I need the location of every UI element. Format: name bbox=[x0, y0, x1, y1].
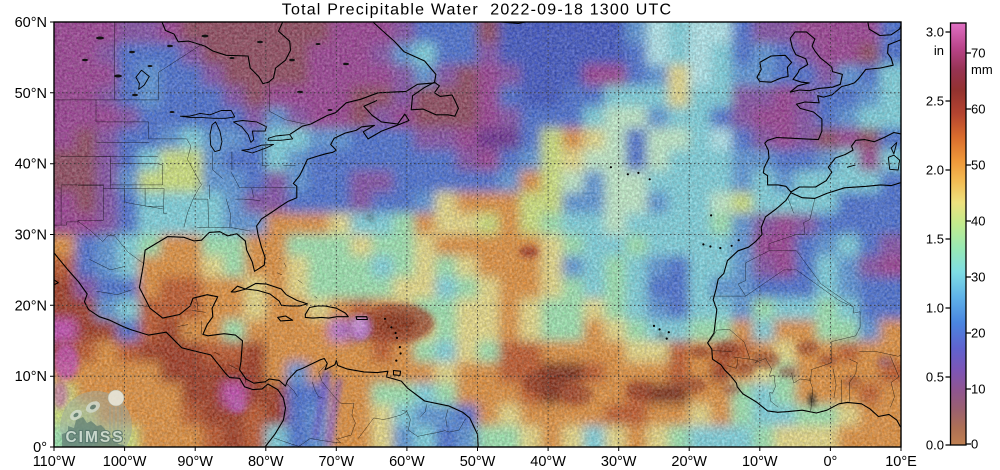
svg-text:10°N: 10°N bbox=[15, 369, 47, 385]
svg-text:50°W: 50°W bbox=[460, 454, 496, 470]
svg-text:30°N: 30°N bbox=[15, 228, 47, 244]
svg-text:10°E: 10°E bbox=[885, 454, 917, 470]
svg-text:0°: 0° bbox=[823, 454, 837, 470]
svg-text:40: 40 bbox=[971, 214, 985, 229]
svg-text:10°W: 10°W bbox=[742, 454, 778, 470]
svg-text:0.5: 0.5 bbox=[926, 370, 944, 385]
svg-text:2.0: 2.0 bbox=[926, 163, 944, 178]
svg-text:CIMSS: CIMSS bbox=[65, 429, 124, 446]
svg-text:20°N: 20°N bbox=[15, 298, 47, 314]
svg-text:2.5: 2.5 bbox=[926, 94, 944, 109]
svg-text:1.5: 1.5 bbox=[926, 232, 944, 247]
svg-text:3.0: 3.0 bbox=[926, 25, 944, 40]
svg-text:80°W: 80°W bbox=[248, 454, 284, 470]
svg-text:30: 30 bbox=[971, 270, 985, 285]
svg-text:40°W: 40°W bbox=[530, 454, 566, 470]
svg-text:20°W: 20°W bbox=[671, 454, 707, 470]
svg-text:110°W: 110°W bbox=[33, 454, 76, 470]
svg-text:40°N: 40°N bbox=[15, 157, 47, 173]
svg-text:in: in bbox=[934, 43, 944, 58]
svg-text:10: 10 bbox=[971, 382, 985, 397]
svg-text:30°W: 30°W bbox=[601, 454, 637, 470]
svg-text:0: 0 bbox=[971, 437, 978, 452]
svg-text:60°N: 60°N bbox=[15, 15, 47, 31]
svg-text:60°W: 60°W bbox=[389, 454, 425, 470]
svg-text:70°W: 70°W bbox=[318, 454, 354, 470]
svg-text:20: 20 bbox=[971, 326, 985, 341]
svg-text:Total Precipitable Water 2022: Total Precipitable Water 2022-09-18 1300… bbox=[282, 2, 672, 19]
svg-text:100°W: 100°W bbox=[103, 454, 147, 470]
svg-text:60: 60 bbox=[971, 102, 985, 117]
svg-text:0.0: 0.0 bbox=[926, 438, 944, 453]
svg-text:70: 70 bbox=[971, 46, 985, 61]
svg-text:90°W: 90°W bbox=[177, 454, 213, 470]
svg-text:50°N: 50°N bbox=[15, 86, 47, 102]
svg-text:50: 50 bbox=[971, 158, 985, 173]
svg-text:CIMSS: CIMSS bbox=[65, 429, 124, 446]
svg-text:1.0: 1.0 bbox=[926, 301, 944, 316]
svg-text:mm: mm bbox=[971, 62, 993, 77]
svg-text:0°: 0° bbox=[33, 440, 47, 456]
